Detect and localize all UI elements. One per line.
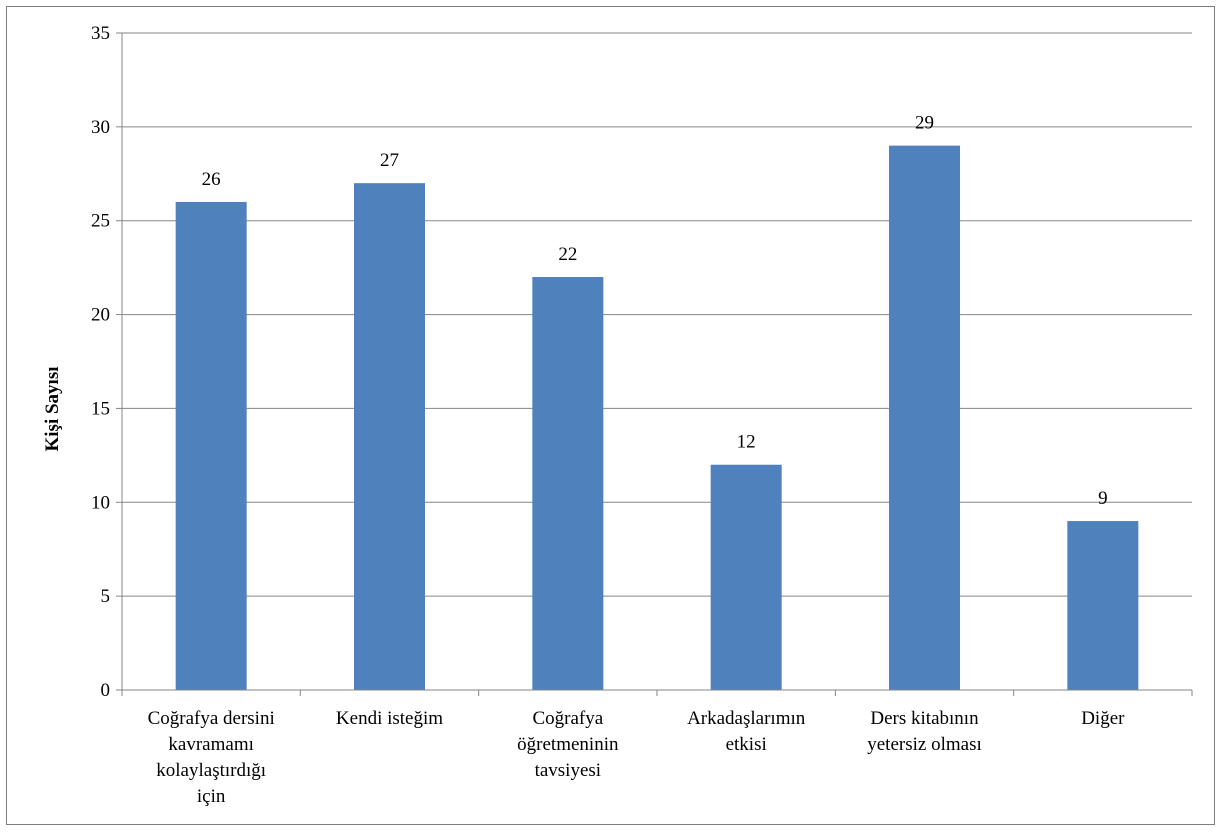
- data-label: 12: [737, 432, 756, 453]
- category-label-line: için: [197, 786, 226, 807]
- y-tick-label: 30: [91, 117, 110, 138]
- data-label: 29: [915, 113, 934, 134]
- y-tick-label: 5: [101, 586, 111, 607]
- bar: [1067, 521, 1139, 690]
- category-label: Coğrafya öğretmeninin tavsiyesi: [517, 708, 619, 781]
- category-label-line: Ders kitabının: [870, 708, 979, 729]
- category-label-line: etkisi: [726, 734, 767, 755]
- y-tick-label: 10: [91, 492, 110, 513]
- y-tick-label: 15: [91, 398, 110, 419]
- bar: [532, 277, 604, 690]
- bar: [354, 183, 425, 690]
- bar: [889, 145, 960, 691]
- category-label-line: Arkadaşlarımın: [687, 708, 806, 729]
- data-label: 22: [558, 244, 577, 265]
- bar: [710, 464, 782, 690]
- category-label: Diğer: [1081, 708, 1125, 729]
- category-label: Coğrafya dersini kavramamı kolaylaştırdığı…: [148, 708, 275, 807]
- category-label: Arkadaşlarımın etkisi: [687, 708, 806, 755]
- y-tick-label: 0: [101, 680, 111, 701]
- category-label-line: Coğrafya: [532, 708, 603, 729]
- data-label: 27: [380, 150, 399, 171]
- category-label: Ders kitabının yetersiz olması: [867, 708, 982, 755]
- data-label: 9: [1098, 488, 1108, 509]
- category-label-line: kavramamı: [168, 734, 253, 755]
- category-label: Kendi isteğim: [336, 708, 443, 729]
- category-label-line: öğretmeninin: [517, 734, 619, 755]
- data-label: 26: [202, 169, 221, 190]
- category-label-line: tavsiyesi: [535, 760, 602, 781]
- y-tick-label: 35: [91, 23, 110, 44]
- category-label-line: Diğer: [1081, 708, 1125, 729]
- category-label-line: Kendi isteğim: [336, 708, 443, 729]
- bar: [175, 201, 247, 690]
- labels: 0 5 10 15 20 25 30 35 26 Coğrafya dersini kavramam…: [91, 23, 1125, 807]
- category-label-line: Coğrafya dersini: [148, 708, 275, 729]
- y-tick-label: 20: [91, 305, 110, 326]
- category-label-line: yetersiz olması: [867, 734, 982, 755]
- y-axis-title: Kişi Sayısı: [42, 367, 63, 452]
- category-label-line: kolaylaştırdığı: [156, 760, 266, 781]
- gridlines: [122, 32, 1192, 597]
- y-tick-label: 25: [91, 211, 110, 232]
- axes: [116, 32, 1193, 696]
- bars: [175, 145, 1139, 691]
